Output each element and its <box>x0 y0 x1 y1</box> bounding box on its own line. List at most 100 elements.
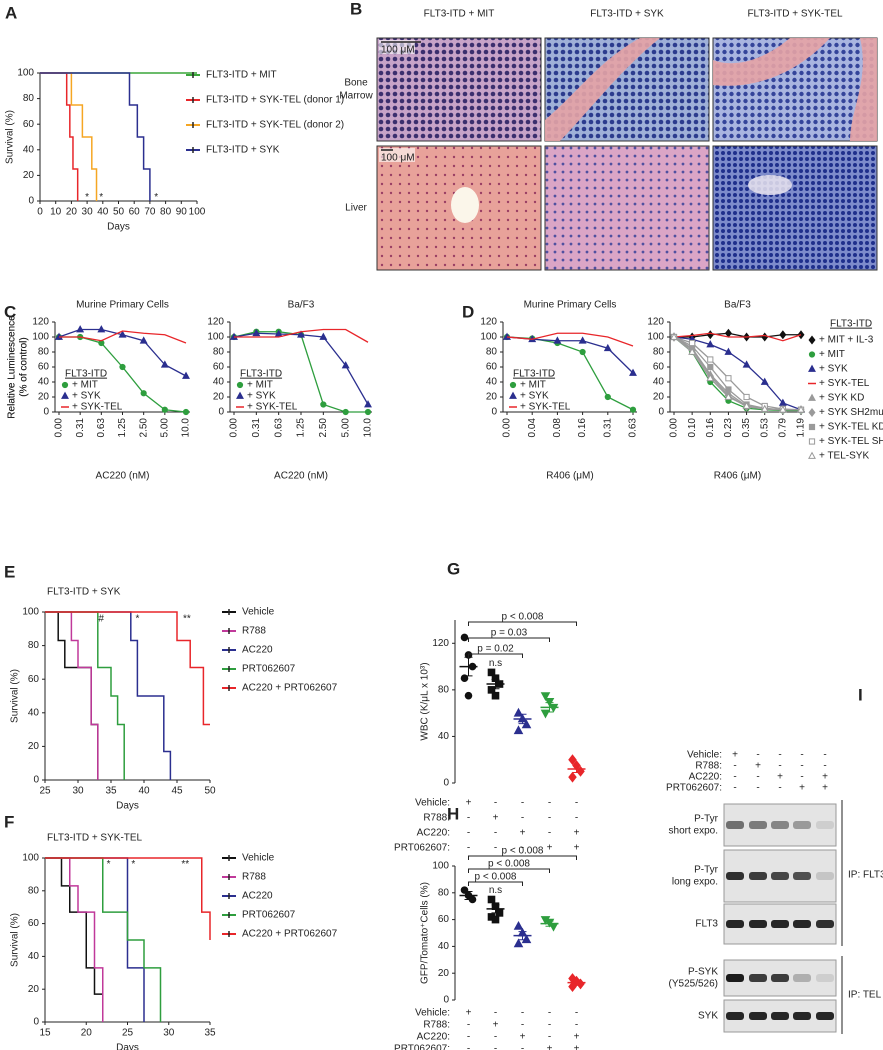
y-tick-label: 20 <box>28 984 40 995</box>
x-tick-label: 20 <box>81 1028 93 1039</box>
band-label: FLT3 <box>695 919 718 930</box>
x-tick-label: 50 <box>204 786 216 797</box>
condition-sign: - <box>521 843 524 854</box>
x-tick-label: 0 <box>37 207 43 218</box>
x-tick-label: 0.63 <box>628 418 639 438</box>
x-axis-label: AC220 (nM) <box>96 471 150 482</box>
curve <box>506 336 634 374</box>
condition-sign: + <box>493 1020 499 1031</box>
x-tick-label: 10.0 <box>181 418 192 438</box>
y-tick-label: 40 <box>486 377 498 388</box>
y-tick-label: 100 <box>647 332 664 343</box>
condition-sign: - <box>467 813 470 824</box>
x-axis-label: Days <box>116 801 139 812</box>
x-tick-label: 5.00 <box>159 418 170 438</box>
condition-sign: - <box>756 783 759 794</box>
legend-label: PRT062607 <box>242 910 296 921</box>
condition-sign: + <box>799 783 805 794</box>
legend-label: AC220 + PRT062607 <box>242 683 338 694</box>
y-tick-label: 100 <box>207 332 224 343</box>
blot-band <box>816 821 834 829</box>
blot-band <box>749 872 767 880</box>
marker <box>760 377 769 385</box>
blot-band <box>793 974 811 982</box>
marker <box>161 406 168 413</box>
bone-trabecula <box>713 38 830 86</box>
blot-band <box>771 1012 789 1020</box>
marker <box>706 373 715 382</box>
condition-sign: + <box>755 761 761 772</box>
marker <box>464 691 473 700</box>
marker <box>779 330 787 340</box>
marker <box>568 754 577 766</box>
y-tick-label: 80 <box>38 347 50 358</box>
condition-label: Vehicle: <box>415 798 450 809</box>
condition-sign: - <box>521 1008 524 1019</box>
x-tick-label: 0.63 <box>273 418 284 438</box>
legend-label: + MIT <box>72 380 98 391</box>
x-tick-label: 100 <box>189 207 206 218</box>
marker <box>61 381 69 389</box>
condition-sign: - <box>494 1008 497 1019</box>
survival-line <box>40 72 79 201</box>
condition-sign: - <box>467 1032 470 1043</box>
condition-sign: - <box>548 798 551 809</box>
y-tick-label: 80 <box>653 347 665 358</box>
y-tick-label: 60 <box>438 914 450 925</box>
legend-label: + SYK <box>520 391 549 402</box>
error-bar <box>545 920 554 927</box>
marker <box>725 375 732 382</box>
annotation: * <box>85 192 89 203</box>
condition-sign: - <box>575 1008 578 1019</box>
blot-band <box>793 821 811 829</box>
y-tick-label: 120 <box>432 638 449 649</box>
marker <box>670 332 678 340</box>
condition-sign: - <box>800 750 803 761</box>
legend-label: AC220 <box>242 891 273 902</box>
y-tick-label: 120 <box>480 317 497 328</box>
y-tick-label: 120 <box>207 317 224 328</box>
curve <box>673 332 802 342</box>
y-tick-label: 20 <box>486 392 498 403</box>
legend-label: + MIT <box>520 380 546 391</box>
y-axis-label: Survival (%) <box>10 669 21 723</box>
y-tick-label: 20 <box>213 392 225 403</box>
marker <box>182 371 190 379</box>
x-axis-label: Days <box>116 1043 139 1050</box>
row-label: Bone <box>344 78 368 89</box>
legend-label: + SYK-TEL KD <box>819 422 883 433</box>
survival-line <box>45 857 162 1022</box>
marker <box>688 347 697 355</box>
bracket <box>468 653 523 658</box>
column-label: FLT3-ITD + MIT <box>424 9 495 20</box>
x-tick-label: 20 <box>66 207 78 218</box>
y-tick-label: 80 <box>213 347 225 358</box>
error-bar <box>572 765 581 774</box>
survival-line <box>45 857 211 940</box>
y-tick-label: 100 <box>22 853 39 864</box>
survival-line <box>40 72 151 201</box>
condition-sign: + <box>732 750 738 761</box>
column-label: FLT3-ITD + SYK <box>590 9 664 20</box>
condition-sign: - <box>521 1044 524 1050</box>
scale-bar-bg <box>379 40 415 54</box>
marker <box>808 438 816 445</box>
x-tick-label: 0.16 <box>577 418 588 438</box>
blot-band <box>726 821 744 829</box>
condition-sign: - <box>494 1032 497 1043</box>
legend-label: FLT3-ITD + SYK-TEL (donor 2) <box>206 120 344 131</box>
x-tick-label: 80 <box>160 207 172 218</box>
x-tick-label: 45 <box>171 786 183 797</box>
y-tick-label: 100 <box>432 861 449 872</box>
condition-label: AC220: <box>417 1032 450 1043</box>
condition-sign: + <box>493 813 499 824</box>
annotation: ** <box>183 613 191 624</box>
condition-sign: - <box>733 761 736 772</box>
marker <box>725 386 732 393</box>
x-tick-label: 35 <box>204 1028 216 1039</box>
error-bar <box>545 702 554 713</box>
condition-sign: + <box>822 783 828 794</box>
marker <box>509 381 517 389</box>
x-tick-label: 0.08 <box>552 418 563 438</box>
y-tick-label: 0 <box>33 1017 39 1028</box>
